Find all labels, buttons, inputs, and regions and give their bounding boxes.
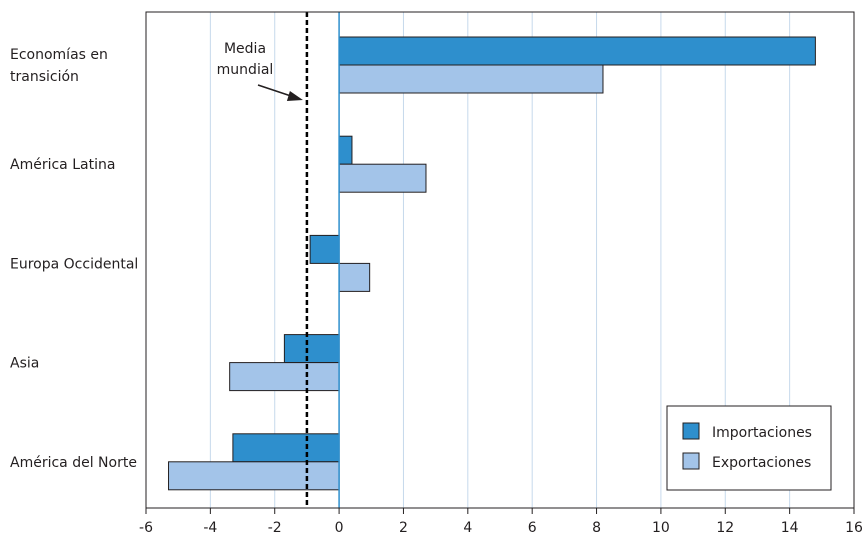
legend-swatch-exportaciones [682,452,700,470]
bar-importaciones [283,334,340,364]
x-tick-label: 8 [592,520,601,536]
bar-importaciones [338,36,816,66]
x-tick-label: -6 [139,520,153,536]
x-tick-label: 2 [399,520,408,536]
bar-exportaciones [338,64,604,94]
legend: Importaciones Exportaciones [666,405,832,491]
x-tick-label: 14 [781,520,799,536]
x-tick-label: 16 [845,520,863,536]
grid-lines [209,12,791,508]
category-label: América Latina [10,157,115,173]
category-label: América del Norte [10,455,137,471]
reference-arrowhead [286,91,303,101]
x-tick-label: 10 [652,520,670,536]
x-tick-label: -2 [268,520,282,536]
legend-label-exportaciones: Exportaciones [712,455,811,471]
bar-exportaciones [338,262,371,292]
x-tick-label: 6 [528,520,537,536]
reference-annotation: Media mundial [217,41,303,101]
plot-frame [145,11,855,509]
bar-importaciones [309,234,340,264]
bar-importaciones [232,433,340,463]
bar-exportaciones [338,163,427,193]
x-tick-label: 4 [463,520,472,536]
bar-importaciones [338,135,353,165]
legend-box [666,405,832,491]
bars [168,36,816,491]
category-label: Economías en transición [10,47,108,85]
category-label: Europa Occidental [10,256,138,272]
x-tick-label: 0 [335,520,344,536]
x-tick-label: -4 [203,520,217,536]
legend-swatch-importaciones [682,422,700,440]
category-labels: Economías en transición América Latina Euro… [10,47,138,471]
reference-label-line2: mundial [217,62,274,78]
category-label: Asia [10,356,39,372]
x-tick-label: 12 [716,520,734,536]
legend-label-importaciones: Importaciones [712,425,812,441]
bar-exportaciones [168,461,340,491]
bar-exportaciones [229,362,340,392]
reference-label-line1: Media [224,41,266,57]
x-axis: -6 -4 -2 0 2 4 6 8 10 12 14 16 [139,508,863,536]
